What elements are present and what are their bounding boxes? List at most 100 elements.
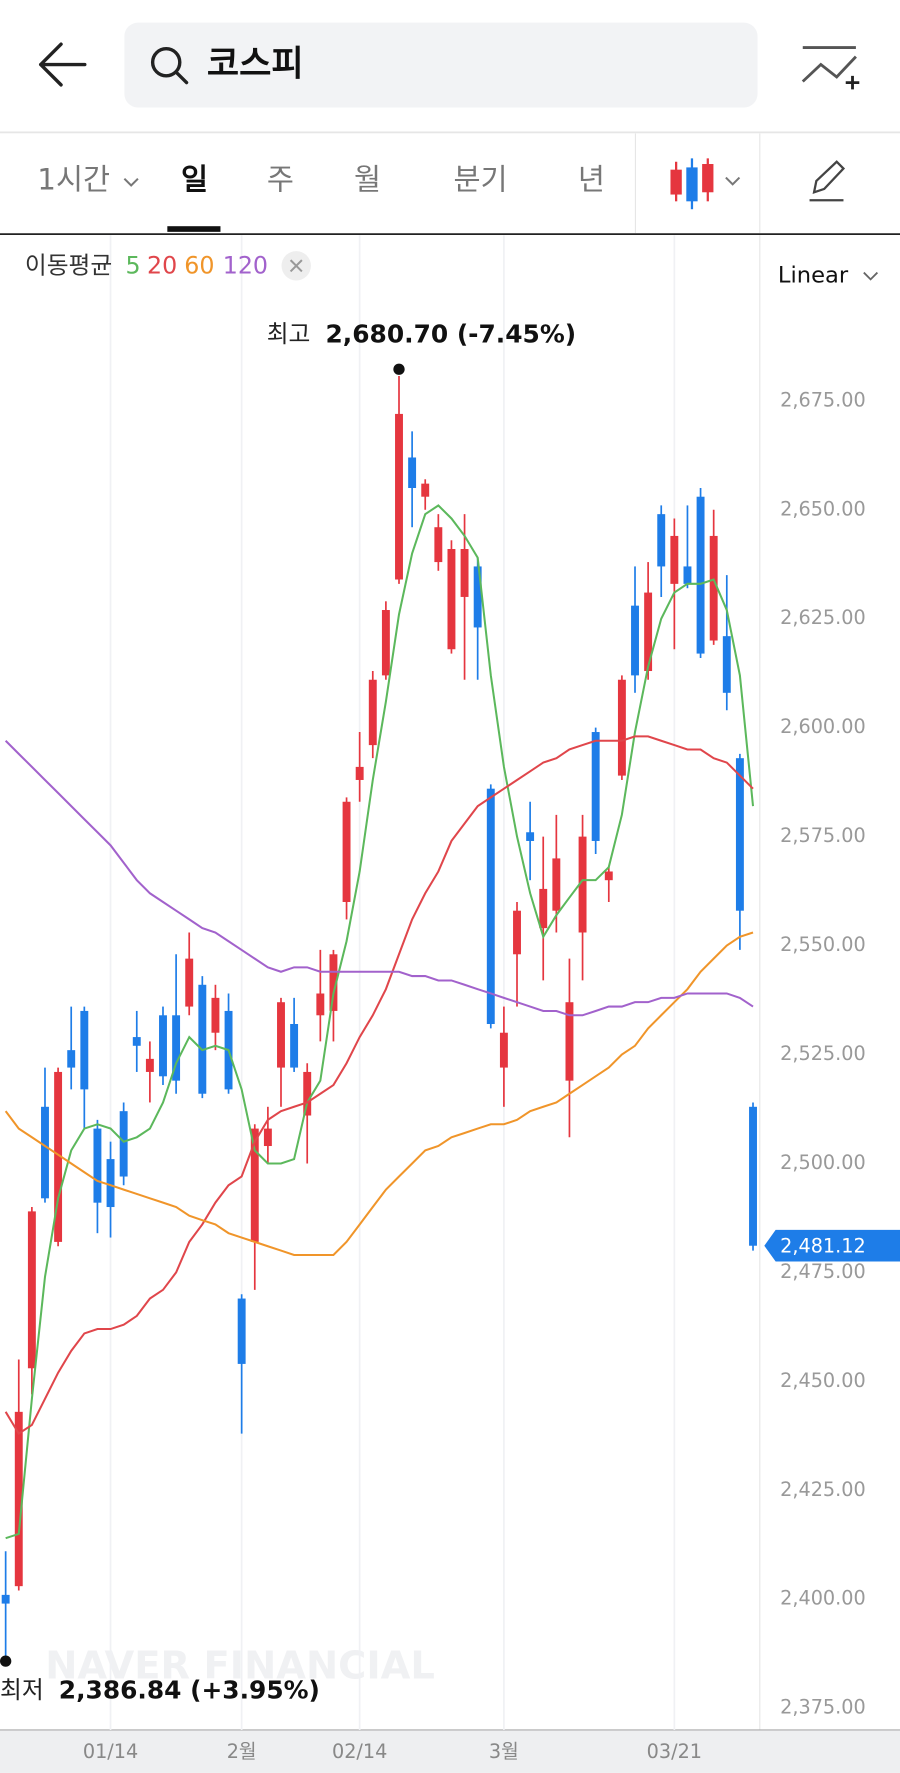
candle-body — [683, 566, 692, 584]
candle-body — [460, 549, 469, 597]
grid — [109, 235, 676, 1730]
candle-body — [211, 997, 220, 1033]
tab-label: 일 — [181, 162, 208, 196]
candle-body — [368, 679, 377, 746]
candle-body — [395, 413, 403, 580]
compare-plus — [845, 75, 860, 90]
high-value: 2,680.70 (-7.45%) — [326, 319, 577, 348]
candle-body — [41, 1106, 49, 1199]
candle-body — [381, 610, 390, 676]
candle-body — [513, 910, 521, 955]
compare-button[interactable] — [801, 46, 860, 90]
search-icon — [150, 46, 182, 78]
moving-average-line — [4, 931, 754, 1256]
back-arrow — [39, 42, 87, 87]
scale-dropdown[interactable]: Linear — [778, 262, 879, 288]
low-marker — [0, 1655, 12, 1667]
candle-body — [277, 1002, 285, 1068]
candle-body — [145, 1058, 154, 1072]
high-label: 최고 — [267, 320, 311, 348]
candle-body — [290, 1024, 299, 1068]
x-tick-label: 03/21 — [647, 1740, 702, 1763]
y-tick-label: 2,450.00 — [780, 1369, 866, 1392]
x-tick-label: 3월 — [489, 1740, 519, 1763]
close-icon — [289, 259, 303, 273]
search-icon-handle — [174, 70, 189, 85]
legend-entry: 5 — [126, 251, 141, 279]
candle-body — [722, 636, 731, 693]
legend: 이동평균 5 20 60 120 — [25, 251, 311, 281]
high-marker — [393, 363, 405, 375]
candle-body — [198, 984, 207, 1094]
y-tick-label: 2,525.00 — [780, 1042, 866, 1065]
y-tick-label: 2,625.00 — [780, 606, 866, 629]
candle-body — [434, 527, 443, 563]
moving-average-line — [4, 740, 754, 1017]
candle-body — [237, 1298, 246, 1364]
candle-body — [644, 592, 653, 672]
candle-body — [421, 483, 430, 497]
price-tag — [764, 1229, 900, 1262]
plot — [0, 363, 757, 1667]
tab-label: 월 — [354, 162, 381, 196]
candle-body — [408, 457, 417, 488]
candle-body — [565, 1002, 574, 1081]
candle-body — [159, 1015, 167, 1077]
candle-body — [106, 1159, 115, 1208]
draw-button[interactable] — [809, 160, 846, 202]
tab[interactable]: 일 — [167, 162, 221, 232]
tab[interactable]: 월 — [354, 162, 381, 196]
candle-body — [591, 732, 600, 841]
candle-body — [499, 1032, 508, 1068]
legend-entry: 60 — [184, 251, 214, 279]
candle-body — [447, 549, 456, 650]
candle-body — [604, 871, 613, 881]
icon-candle — [670, 169, 682, 195]
pencil-icon — [812, 160, 846, 194]
x-axis-band — [0, 1729, 900, 1773]
low-label: 최저 — [0, 1676, 44, 1704]
legend-close[interactable] — [281, 251, 311, 281]
candle-body — [617, 679, 626, 776]
icon-candle — [702, 164, 714, 193]
chevron — [863, 271, 879, 281]
tab[interactable]: 년 — [578, 162, 605, 196]
tab-label: 년 — [578, 162, 605, 196]
tab[interactable]: 주 — [267, 162, 294, 196]
candle-body — [14, 1411, 23, 1587]
candle-body — [696, 496, 705, 654]
y-tick-label: 2,675.00 — [780, 388, 866, 411]
tab[interactable]: 1시간 — [37, 162, 139, 196]
icon-candle — [686, 167, 698, 202]
chart-type-button[interactable] — [670, 158, 741, 210]
tab-label: 주 — [267, 162, 294, 196]
candle-body — [172, 1015, 181, 1081]
candle-body — [735, 758, 744, 911]
candle-body — [552, 858, 561, 911]
candle-body — [132, 1037, 141, 1046]
candle-body — [250, 1128, 259, 1242]
candle-body — [263, 1128, 272, 1147]
candle-body — [329, 954, 338, 1011]
candle-body — [526, 832, 535, 841]
scale-mode: Linear — [778, 262, 849, 288]
x-tick-label: 2월 — [227, 1740, 257, 1763]
chevron — [123, 177, 139, 187]
tab[interactable]: 분기 — [453, 162, 507, 196]
low-value: 2,386.84 (+3.95%) — [59, 1676, 320, 1705]
tab-bar: 1시간 일 주 월 분기 년 — [37, 162, 605, 232]
candle-body — [631, 605, 639, 676]
moving-average-line — [5, 504, 755, 1540]
candle-body — [67, 1050, 76, 1068]
candle-body — [54, 1071, 63, 1242]
candle-body — [670, 535, 679, 584]
search-box[interactable] — [124, 22, 758, 108]
chevron — [725, 176, 741, 186]
back-button[interactable] — [39, 42, 87, 87]
candle-body — [473, 566, 482, 628]
y-tick-label: 2,600.00 — [780, 715, 866, 738]
tab-label: 1시간 — [37, 162, 110, 196]
candle-body — [80, 1010, 89, 1090]
